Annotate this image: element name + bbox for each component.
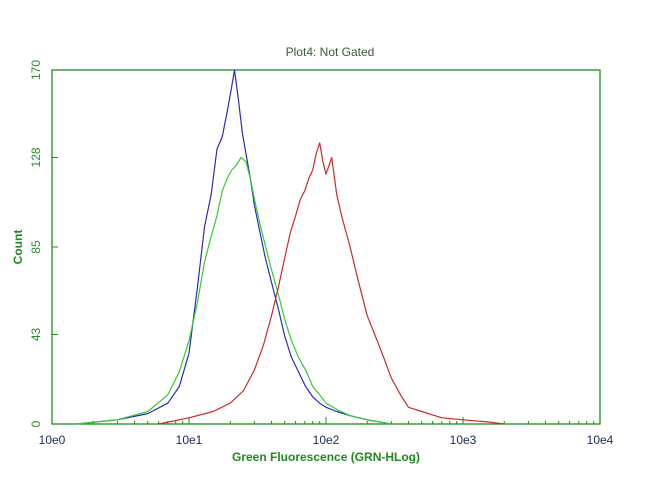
x-axis-ticks: 10e0 10e1 10e2 10e3 10e4 [39, 417, 614, 447]
y-axis-ticks: 0 43 85 128 170 [29, 60, 58, 427]
x-tick-label: 10e0 [39, 433, 66, 447]
series-line-2 [76, 156, 392, 425]
y-tick-label: 128 [29, 147, 43, 167]
x-tick-label: 10e2 [313, 433, 340, 447]
plot-frame [51, 69, 601, 425]
x-tick-label: 10e1 [176, 433, 203, 447]
y-tick-label: 43 [29, 327, 43, 341]
x-tick-label: 10e4 [587, 433, 614, 447]
x-axis-label: Green Fluorescence (GRN-HLog) [232, 450, 420, 464]
series-layer [76, 69, 505, 425]
plot-title: Plot4: Not Gated [286, 45, 375, 59]
y-tick-label: 170 [29, 60, 43, 80]
y-tick-label: 85 [29, 240, 43, 254]
series-line-3 [158, 142, 505, 425]
y-axis-label: Count [11, 230, 25, 265]
series-line-1 [76, 69, 392, 425]
y-tick-label: 0 [29, 420, 43, 427]
x-tick-label: 10e3 [450, 433, 477, 447]
